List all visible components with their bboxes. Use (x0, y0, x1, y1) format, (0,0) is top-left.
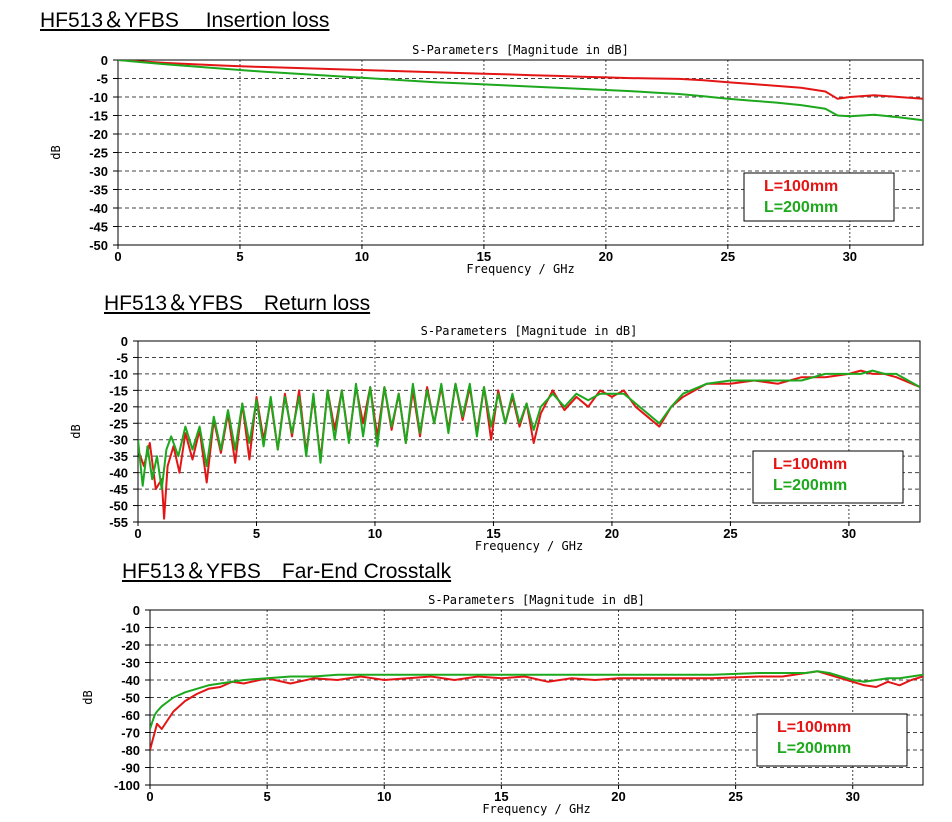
chart-2: S-Parameters [Magnitude in dB] 0 -10 -20 -30… (81, 593, 924, 816)
chart-1: S-Parameters [Magnitude in dB]0-5-10-15-… (69, 324, 921, 553)
y-tick-label: -25 (109, 416, 128, 431)
y-axis-label: dB (69, 424, 83, 438)
chart-title: S-Parameters [Magnitude in dB] (412, 43, 629, 57)
legend: L=100mm L=200mm (743, 172, 895, 222)
y-tick-label: 0 (101, 53, 108, 68)
x-tick-label: 10 (355, 249, 369, 264)
x-axis-label: Frequency / GHz (466, 262, 574, 276)
x-tick-label: 5 (264, 789, 271, 804)
y-tick-label: -5 (116, 350, 128, 365)
y-tick-label: -40 (109, 466, 128, 481)
y-tick-label: -45 (109, 482, 128, 497)
chart-heading: HF513＆YFBS Insertion loss (40, 9, 330, 32)
x-axis-label: Frequency / GHz (475, 539, 583, 553)
y-axis-label: dB (49, 145, 63, 159)
legend: L=100mm L=200mm (752, 450, 904, 504)
x-tick-label: 25 (721, 249, 735, 264)
y-tick-label: -90 (121, 761, 140, 776)
y-tick-label: -30 (121, 656, 140, 671)
y-tick-label: -30 (109, 433, 128, 448)
legend-entry: L=200mm (764, 199, 838, 216)
x-tick-label: 30 (843, 249, 857, 264)
legend-box (743, 172, 895, 222)
y-tick-label: -45 (89, 220, 108, 235)
chart-title: S-Parameters [Magnitude in dB] (428, 593, 645, 607)
y-tick-label: -80 (121, 743, 140, 758)
y-tick-label: -35 (109, 449, 128, 464)
plot-frame (137, 340, 921, 523)
y-tick-label: -40 (89, 201, 108, 216)
y-tick-label: -20 (89, 127, 108, 142)
legend-box (756, 713, 908, 767)
series-line-l200mm (118, 60, 923, 122)
y-tick-label: -5 (96, 72, 108, 87)
y-tick-label: -50 (109, 499, 128, 514)
y-tick-label: -20 (109, 400, 128, 415)
x-tick-label: 30 (845, 789, 859, 804)
gridlines (118, 60, 923, 245)
legend-entry: L=200mm (773, 477, 847, 494)
legend-box (752, 450, 904, 504)
y-tick-label: -50 (121, 691, 140, 706)
x-tick-label: 20 (599, 249, 613, 264)
y-tick-label: -15 (109, 383, 128, 398)
x-tick-label: 15 (494, 789, 508, 804)
y-tick-label: -50 (89, 238, 108, 253)
y-tick-label: -60 (121, 708, 140, 723)
chart-heading: HF513＆YFBS Far-End Crosstalk (122, 560, 452, 583)
x-tick-label: 0 (134, 526, 141, 541)
x-tick-label: 15 (486, 526, 500, 541)
y-tick-label: -10 (121, 621, 140, 636)
y-tick-label: -25 (89, 146, 108, 161)
x-tick-label: 0 (146, 789, 153, 804)
x-tick-label: 30 (842, 526, 856, 541)
series-line-l200mm (138, 369, 920, 491)
x-tick-label: 5 (236, 249, 243, 264)
x-tick-label: 10 (368, 526, 382, 541)
x-tick-label: 15 (477, 249, 491, 264)
chart-0: S-Parameters [Magnitude in dB] 0 -5 -10 -15 -… (49, 43, 924, 276)
chart-title: S-Parameters [Magnitude in dB] (421, 324, 638, 338)
x-tick-label: 5 (253, 526, 260, 541)
y-tick-label: -10 (109, 367, 128, 382)
x-axis-label: Frequency / GHz (482, 802, 590, 816)
series-line-l200mm (150, 670, 923, 730)
series-line-l100mm (118, 60, 923, 100)
x-tick-label: 20 (611, 789, 625, 804)
chart-heading: HF513＆YFBS Return loss (104, 292, 371, 315)
y-tick-label: -70 (121, 726, 140, 741)
x-tick-label: 25 (728, 789, 742, 804)
series-line-l100mm (150, 670, 923, 751)
y-tick-label: -30 (89, 164, 108, 179)
x-tick-label: 25 (723, 526, 737, 541)
x-tick-label: 10 (377, 789, 391, 804)
legend-entry: L=100mm (777, 719, 851, 736)
legend: L=100mm L=200mm (756, 713, 908, 767)
legend-entry: L=200mm (777, 740, 851, 757)
y-tick-label: 0 (121, 334, 128, 349)
y-axis-label: dB (81, 690, 95, 704)
x-tick-label: 20 (605, 526, 619, 541)
x-tick-label: 0 (114, 249, 121, 264)
y-tick-label: -10 (89, 90, 108, 105)
y-tick-label: -100 (114, 778, 140, 793)
y-tick-label: -15 (89, 109, 108, 124)
y-tick-label: -35 (89, 183, 108, 198)
y-tick-label: 0 (133, 603, 140, 618)
y-tick-label: -55 (109, 515, 128, 530)
y-tick-label: -40 (121, 673, 140, 688)
legend-entry: L=100mm (773, 456, 847, 473)
y-tick-label: -20 (121, 638, 140, 653)
legend-entry: L=100mm (764, 178, 838, 195)
